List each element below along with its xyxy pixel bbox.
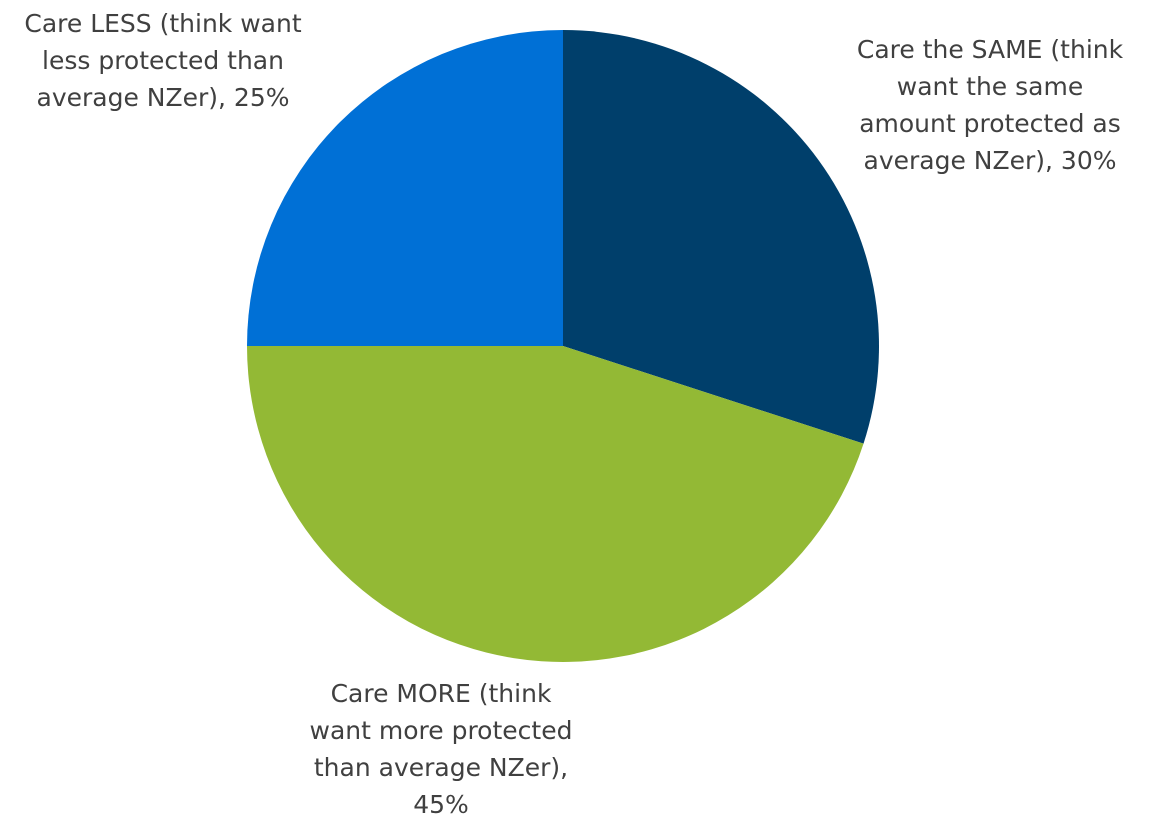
slice-label-line: Care LESS (think want [24,9,301,38]
slice-label-line: amount protected as [859,109,1121,138]
slice-label-line: average NZer), 30% [864,146,1117,175]
slice-label-more: Care MORE (think want more protected than … [310,679,573,815]
slice-label-line: Care the SAME (think [857,35,1124,64]
slice-label-line: than average NZer), [314,753,568,782]
slice-label-line: average NZer), 25% [37,83,290,112]
slice-label-line: want the same [897,72,1083,101]
pie-slice-same [563,30,879,444]
slice-label-same: Care the SAME (think want the same amount … [857,35,1124,175]
slice-label-less: Care LESS (think want less protected than… [24,9,301,112]
slice-label-line: want more protected [310,716,573,745]
slice-label-line: 45% [413,790,469,815]
pie-slice-more [247,346,864,662]
slice-label-line: less protected than [42,46,284,75]
slice-label-line: Care MORE (think [331,679,552,708]
pie-slices [247,30,879,662]
pie-labels: Care the SAME (think want the same amount … [24,9,1123,815]
pie-slice-less [247,30,563,346]
